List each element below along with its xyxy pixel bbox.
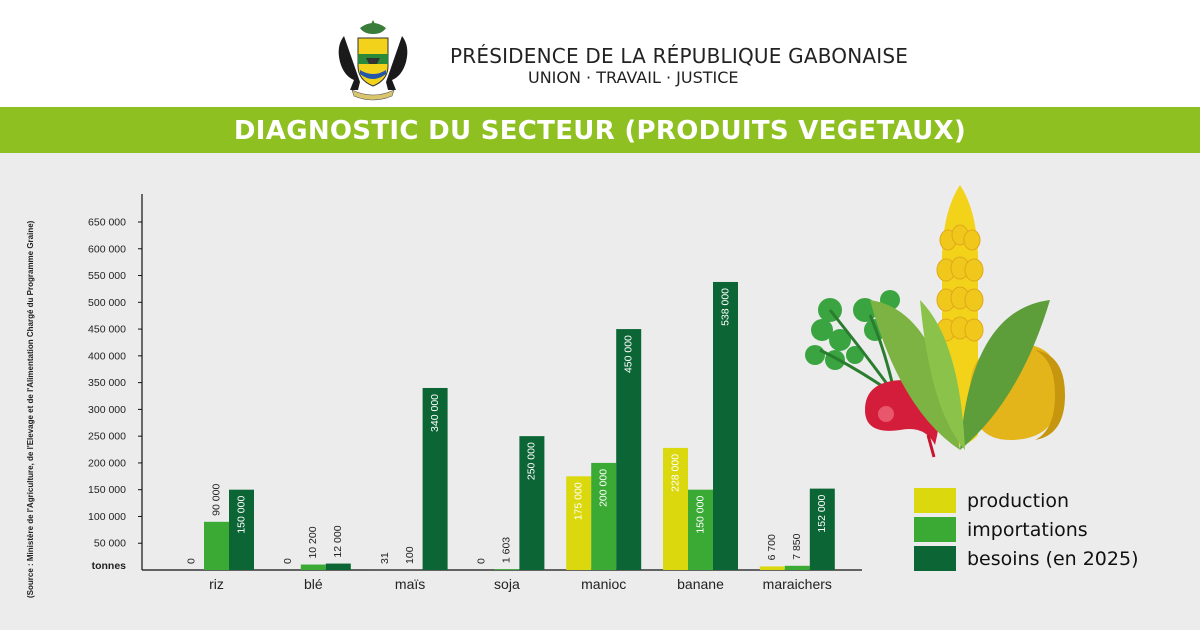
legend-swatch-importations [914, 517, 956, 542]
org-name: PRÉSIDENCE DE LA RÉPUBLIQUE GABONAISE [450, 44, 909, 68]
y-tick-label: 300 000 [88, 404, 126, 416]
data-label: 0 [282, 558, 294, 564]
bar-importations-manioc [591, 462, 617, 570]
data-label: 450 000 [622, 335, 634, 373]
coat-of-arms-emblem [338, 20, 408, 101]
data-label: 340 000 [429, 394, 441, 432]
data-label: 1 603 [501, 537, 513, 563]
vegetables-illustration [805, 185, 1065, 458]
data-label: 200 000 [597, 469, 609, 507]
bar-besoins-riz [229, 489, 254, 570]
data-label: 152 000 [816, 494, 828, 532]
x-tick-label: manioc [581, 576, 626, 592]
x-tick-label: blé [304, 576, 323, 592]
x-tick-label: maïs [395, 576, 425, 592]
data-label: 100 [404, 546, 416, 564]
bar-importations-blé [300, 564, 326, 570]
x-tick-label: banane [677, 576, 724, 592]
y-tick-label: 200 000 [88, 457, 126, 469]
y-tick-label: 350 000 [88, 377, 126, 389]
data-label: 250 000 [526, 442, 538, 480]
legend-item-production: production [914, 486, 1138, 515]
y-tick-label: 100 000 [88, 511, 126, 523]
bar-besoins-maïs [422, 387, 448, 570]
bar-besoins-banane [713, 281, 738, 570]
bar-importations-soja [494, 569, 520, 570]
y-tick-label: 250 000 [88, 431, 126, 443]
x-tick-label: maraichers [763, 576, 832, 592]
y-axis-unit-label: tonnes [92, 560, 127, 572]
data-label: 10 200 [307, 526, 319, 558]
chart-title: DIAGNOSTIC DU SECTEUR (PRODUITS VEGETAUX… [233, 116, 967, 146]
bar-production-banane [663, 447, 688, 570]
legend-label-production: production [967, 489, 1070, 512]
y-tick-label: 50 000 [94, 538, 126, 550]
motto: UNION · TRAVAIL · JUSTICE [528, 68, 739, 87]
y-tick-label: 400 000 [88, 350, 126, 362]
legend-item-importations: importations [914, 515, 1138, 544]
data-label: 31 [379, 552, 391, 564]
data-label: 7 850 [791, 533, 803, 559]
chart-labels: 0 90 000 150 000 riz 0 10 200 12 000 blé 31 100 34… [185, 288, 832, 592]
bar-besoins-manioc [616, 329, 642, 570]
legend-label-importations: importations [967, 518, 1088, 541]
data-label: 175 000 [572, 482, 584, 520]
legend-swatch-production [914, 488, 956, 513]
y-tick-label: 650 000 [88, 217, 126, 229]
data-label: 228 000 [669, 454, 681, 492]
chart-legend: production importations besoins (en 2025… [914, 486, 1138, 573]
data-label: 538 000 [719, 288, 731, 326]
legend-item-besoins: besoins (en 2025) [914, 544, 1138, 573]
bar-production-manioc [566, 476, 592, 570]
bar-importations-banane [688, 489, 713, 570]
y-tick-label: 450 000 [88, 324, 126, 336]
bar-besoins-soja [519, 436, 545, 570]
data-label: 90 000 [210, 484, 222, 516]
x-tick-label: soja [494, 576, 520, 592]
bar-importations-maraichers [784, 565, 810, 570]
chart-bars [204, 281, 835, 570]
y-tick-label: 150 000 [88, 484, 126, 496]
bar-besoins-blé [325, 563, 351, 570]
data-label: 6 700 [766, 534, 778, 560]
data-label: 0 [185, 558, 197, 564]
data-label: 0 [476, 558, 488, 564]
bar-production-maraichers [759, 566, 785, 570]
y-tick-label: 500 000 [88, 297, 126, 309]
bar-importations-riz [204, 521, 229, 570]
title-bar: DIAGNOSTIC DU SECTEUR (PRODUITS VEGETAUX… [0, 107, 1200, 153]
y-tick-label: 550 000 [88, 270, 126, 282]
legend-label-besoins: besoins (en 2025) [967, 547, 1139, 570]
legend-swatch-besoins [914, 546, 956, 571]
x-tick-label: riz [209, 576, 224, 592]
bar-besoins-maraichers [809, 488, 835, 570]
data-label: 150 000 [235, 496, 247, 534]
header: PRÉSIDENCE DE LA RÉPUBLIQUE GABONAISE UN… [0, 0, 1200, 107]
data-label: 150 000 [694, 496, 706, 534]
data-label: 12 000 [332, 525, 344, 557]
y-tick-label: 600 000 [88, 243, 126, 255]
